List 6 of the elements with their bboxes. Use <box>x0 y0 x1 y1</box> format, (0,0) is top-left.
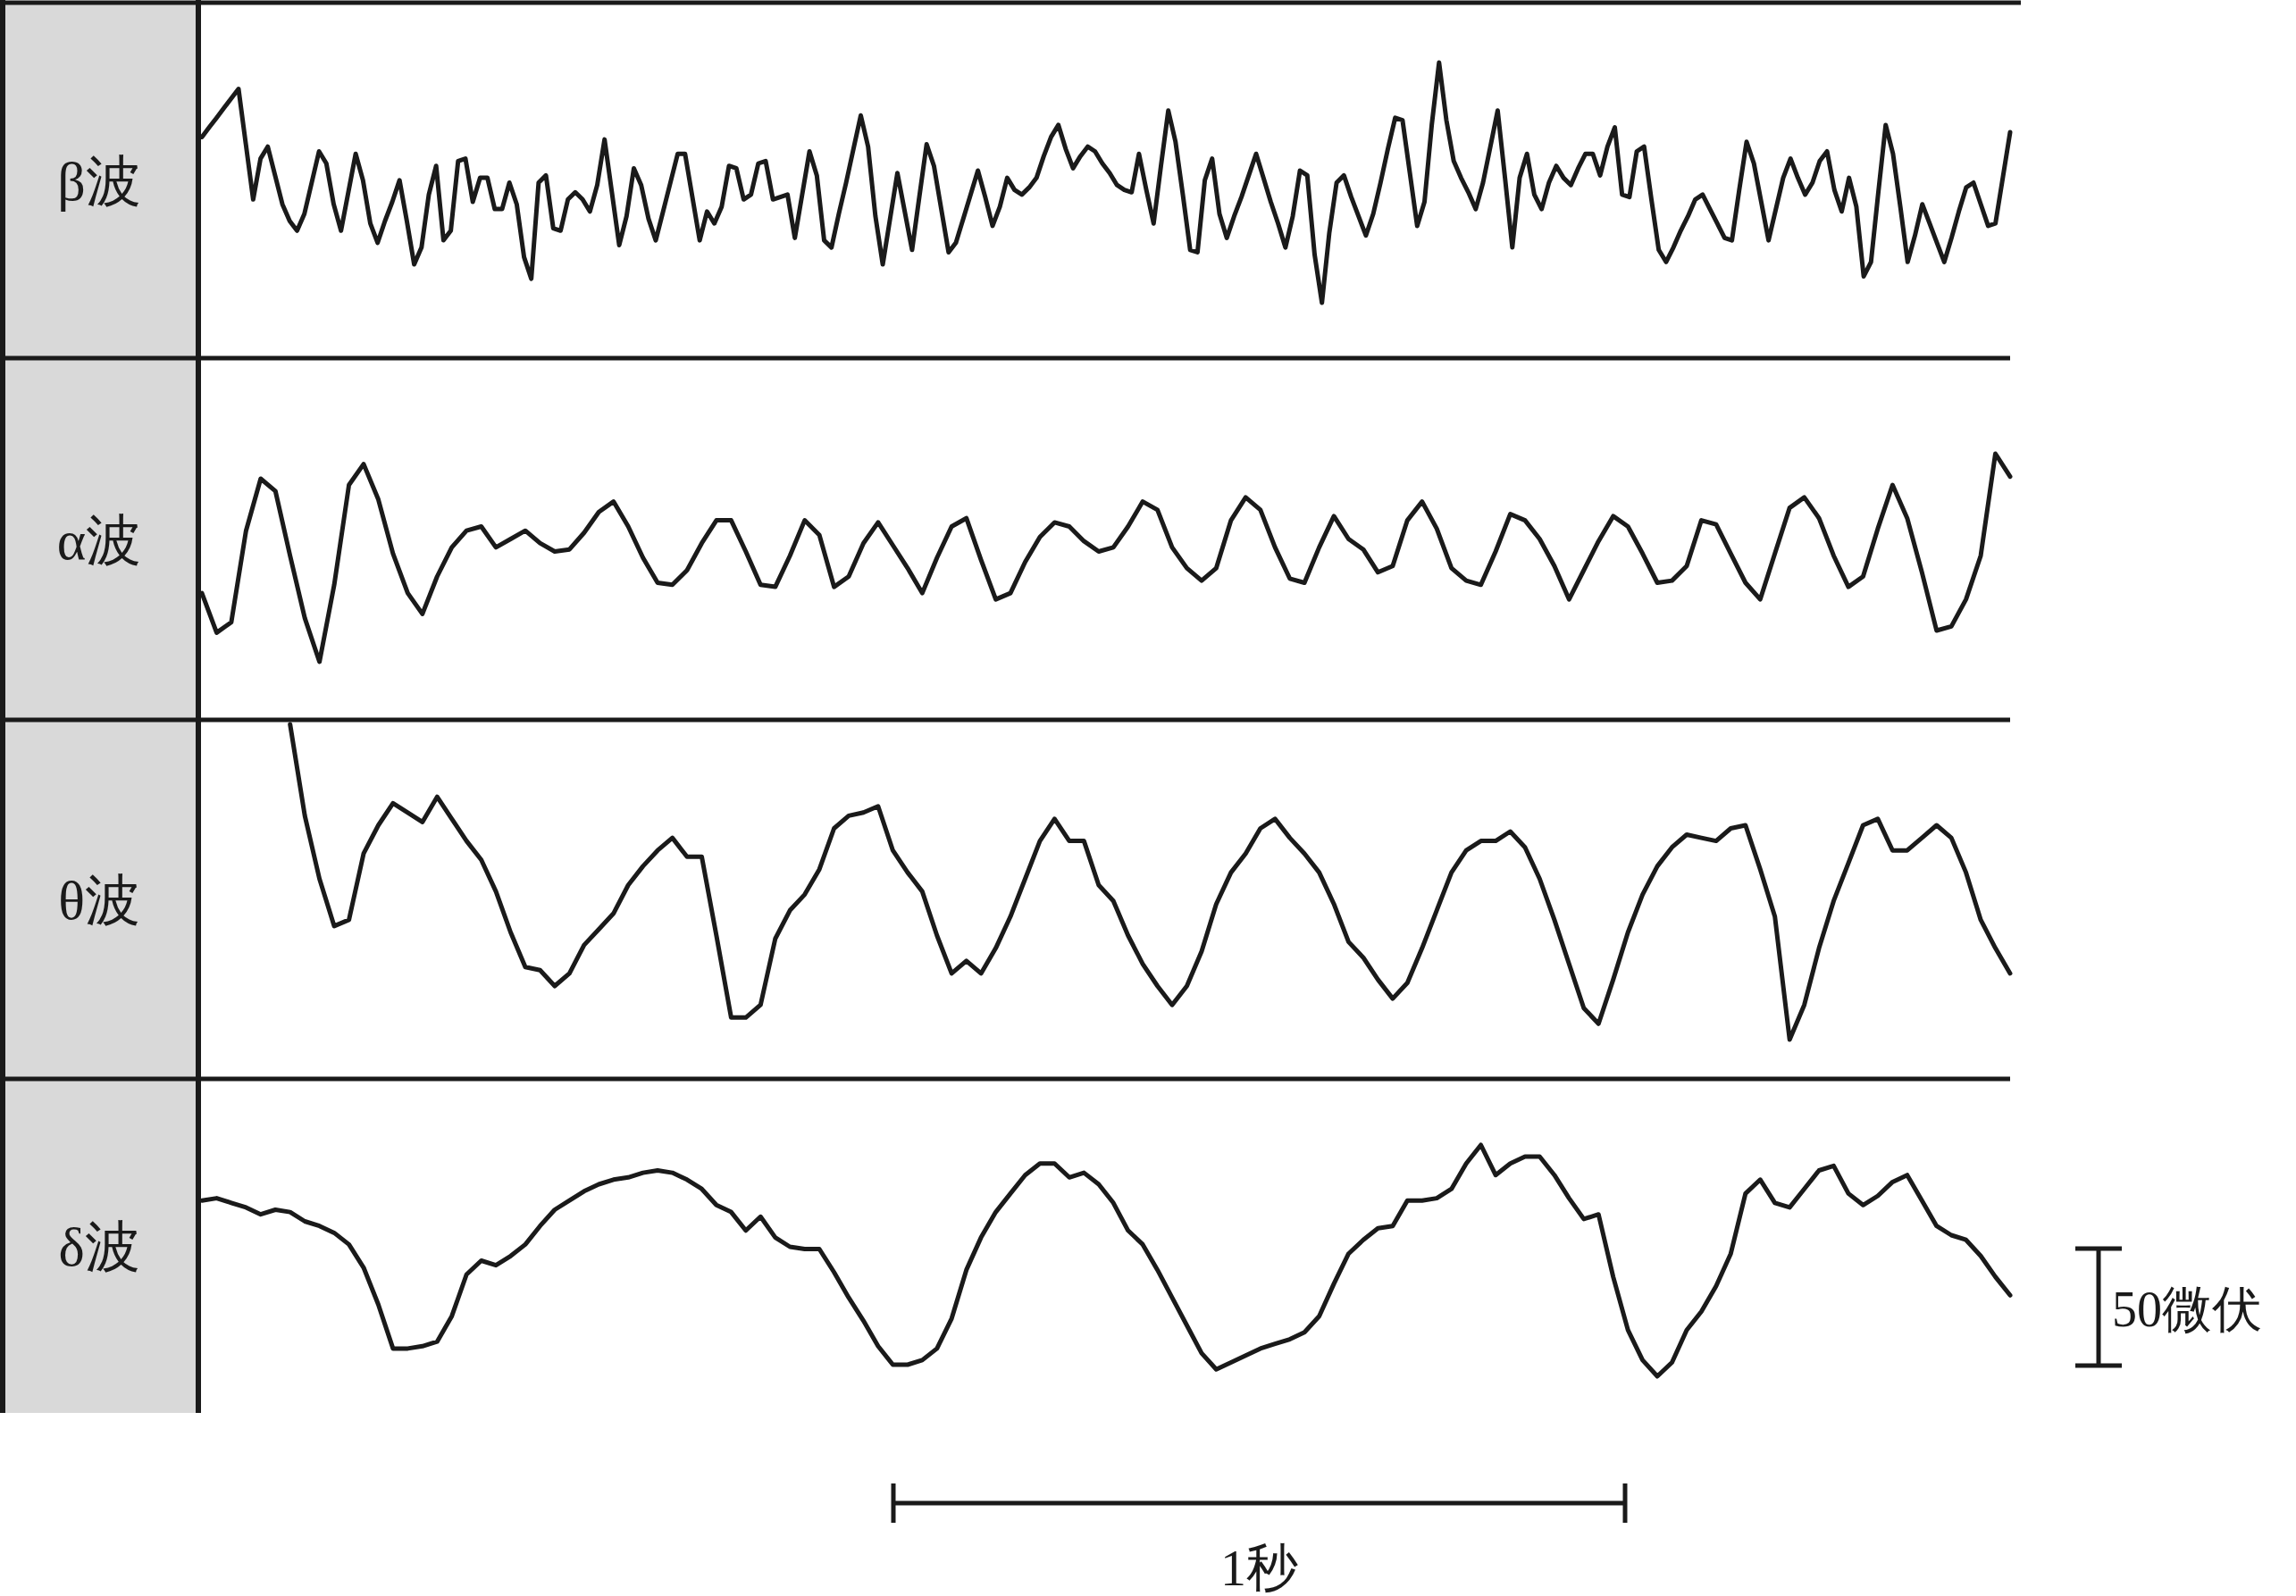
text: 1秒 <box>1220 1539 1298 1596</box>
text: β波 <box>57 151 141 212</box>
text: α波 <box>56 509 142 571</box>
text: δ波 <box>58 1216 140 1277</box>
text: 50微伏 <box>2112 1282 2262 1337</box>
text: θ波 <box>58 870 140 931</box>
